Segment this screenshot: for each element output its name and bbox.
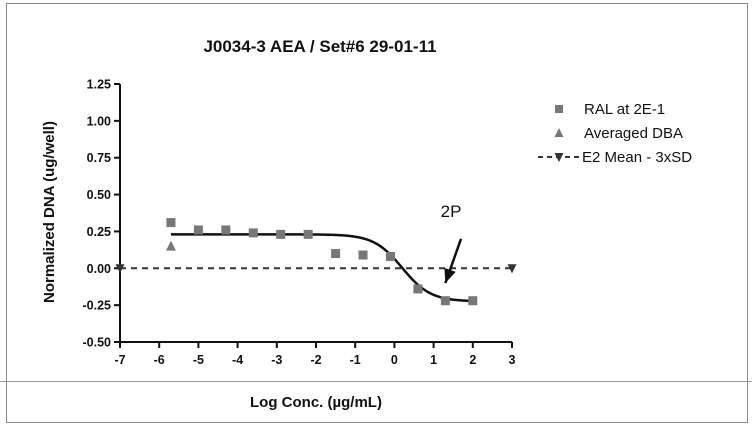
y-tick-label: 0.75 xyxy=(87,151,111,165)
y-axis-label: Normalized DNA (ug/well) xyxy=(41,121,58,303)
ral-data-point xyxy=(248,228,258,238)
e2-threshold-point xyxy=(507,264,517,274)
legend-marker-dba xyxy=(554,128,564,137)
ral-data-point xyxy=(358,250,368,260)
e2-threshold-point xyxy=(115,264,125,274)
x-tick-label: -7 xyxy=(114,353,125,367)
x-tick-label: -2 xyxy=(310,353,321,367)
ral-data-point xyxy=(468,296,478,306)
legend-marker-ral xyxy=(555,105,563,113)
ral-data-point xyxy=(413,284,423,294)
legend-label: E2 Mean - 3xSD xyxy=(582,149,692,166)
x-tick-label: 1 xyxy=(430,353,437,367)
ral-data-point xyxy=(193,225,203,235)
reference-line xyxy=(115,264,517,274)
legend: RAL at 2E-1 Averaged DBA E2 Mean - 3xSD xyxy=(538,101,692,166)
data-points xyxy=(165,218,478,306)
ral-data-point xyxy=(303,229,313,239)
sigmoid-fit-line xyxy=(170,233,473,303)
crop-divider xyxy=(0,381,752,382)
ral-data-point xyxy=(385,251,395,261)
y-tick-label: 1.00 xyxy=(87,114,111,128)
dba-data-point xyxy=(165,240,176,251)
y-tick-label: 0.25 xyxy=(87,225,111,239)
legend-label: Averaged DBA xyxy=(584,125,683,142)
x-axis-label: Log Conc. (µg/mL) xyxy=(250,394,382,411)
x-tick-label: -4 xyxy=(232,353,243,367)
chart-title: J0034-3 AEA / Set#6 29-01-11 xyxy=(203,37,436,56)
x-tick-label: -6 xyxy=(154,353,165,367)
ral-data-point xyxy=(440,296,450,306)
annotation-label: 2P xyxy=(441,202,462,221)
annotation-arrow-head xyxy=(444,267,456,284)
y-tick-label: 0.50 xyxy=(87,188,111,202)
y-tick-label: 1.25 xyxy=(87,78,111,92)
ral-data-point xyxy=(276,229,286,239)
y-tick-label: -0.50 xyxy=(83,336,112,350)
annotation: 2P xyxy=(441,202,463,284)
x-tick-label: 0 xyxy=(391,353,398,367)
x-tick-label: 2 xyxy=(469,353,476,367)
axes: 1.25 1.00 0.75 0.50 0.25 0.00 -0.25 -0.50-7 -6 -5… xyxy=(83,78,516,368)
y-tick-label: 0.00 xyxy=(87,262,111,276)
ral-data-point xyxy=(331,249,341,259)
x-tick-label: -3 xyxy=(271,353,282,367)
legend-label: RAL at 2E-1 xyxy=(584,101,665,118)
legend-marker-e2 xyxy=(554,153,564,162)
y-tick-label: -0.25 xyxy=(83,299,112,313)
x-tick-label: 3 xyxy=(509,353,516,367)
fit-curve xyxy=(170,233,473,303)
ral-data-point xyxy=(221,225,231,235)
ral-data-point xyxy=(166,218,176,228)
x-tick-label: -5 xyxy=(193,353,204,367)
x-tick-label: -1 xyxy=(350,353,361,367)
chart-frame xyxy=(6,3,748,423)
